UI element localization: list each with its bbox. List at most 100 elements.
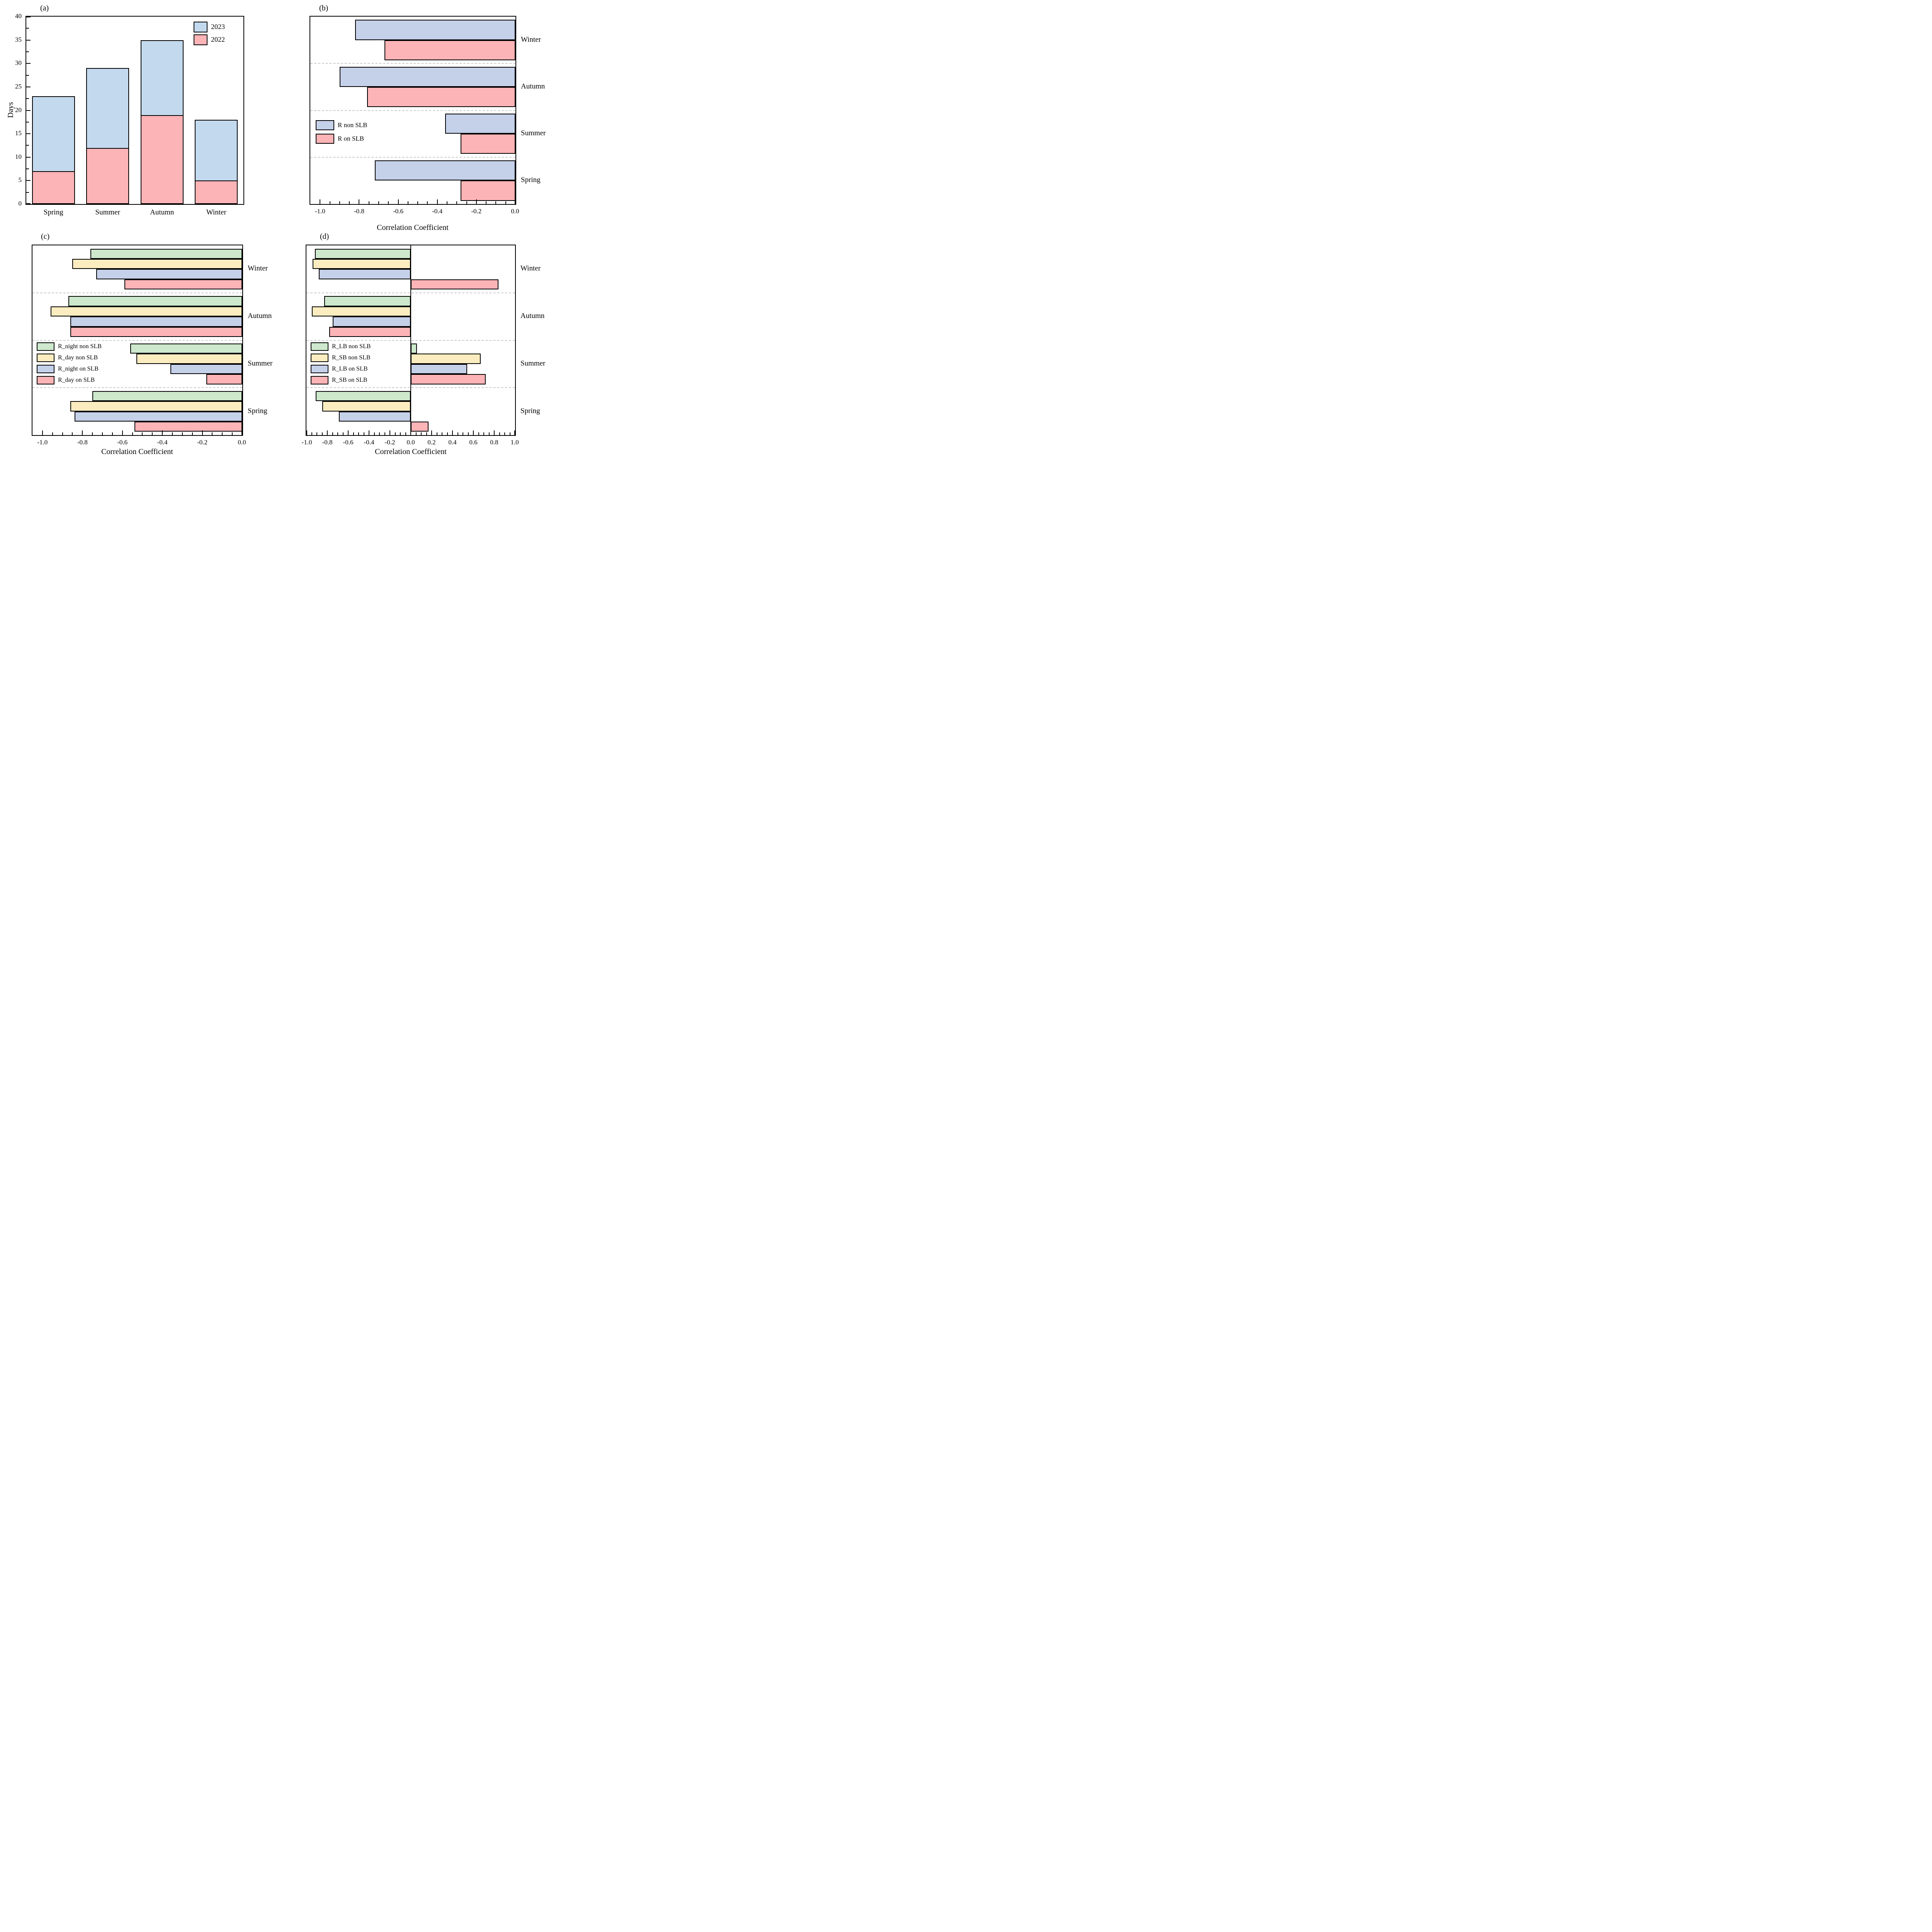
x-minor-tick <box>92 432 93 435</box>
x-major-tick <box>514 430 515 435</box>
group-separator <box>32 387 242 388</box>
y-category-label: Winter <box>520 264 541 273</box>
x-tick-label: 0.2 <box>427 439 436 446</box>
x-axis-title-b: Correlation Coefficient <box>377 223 449 232</box>
x-tick-label: 0.6 <box>469 439 478 446</box>
x-minor-tick <box>102 432 103 435</box>
legend-swatch <box>37 376 54 384</box>
panel-c-plot <box>32 245 243 436</box>
x-tick-label: 0.0 <box>238 439 246 446</box>
bar-r-lb-on-slb-spring <box>338 411 411 422</box>
y-minor-tick <box>26 145 29 146</box>
x-tick-label: -0.8 <box>77 439 88 446</box>
bar-r-day-on-slb-summer <box>206 374 242 384</box>
legend-item: R_day non SLB <box>37 352 102 363</box>
y-category-label: Summer <box>248 359 273 367</box>
x-tick-label: -0.2 <box>384 439 395 446</box>
y-category-label: Summer <box>520 359 546 367</box>
x-tick-label: -0.4 <box>432 207 443 215</box>
x-tick-label: -0.4 <box>364 439 374 446</box>
legend-item: R_night on SLB <box>37 363 102 374</box>
y-tick-label: 35 <box>15 36 22 43</box>
legend-label: 2022 <box>211 36 225 43</box>
x-tick-label: 0.8 <box>490 439 498 446</box>
x-category-label: Autumn <box>150 208 174 216</box>
bar-r-night-on-slb-winter <box>96 269 242 279</box>
bar-r-lb-non-slb-summer <box>411 344 417 354</box>
legend-swatch <box>316 133 334 144</box>
x-minor-tick <box>172 432 173 435</box>
bar-r-lb-on-slb-winter <box>319 269 411 279</box>
y-category-label: Winter <box>248 264 268 273</box>
x-major-tick <box>306 430 307 435</box>
x-tick-label: -1.0 <box>301 439 312 446</box>
x-major-tick <box>452 430 453 435</box>
x-category-label: Summer <box>95 208 120 216</box>
bar-r-day-on-slb-autumn <box>70 327 242 337</box>
bar-r-sb-on-slb-summer <box>411 374 486 384</box>
bar-r-night-on-slb-autumn <box>70 316 242 327</box>
y-major-tick <box>26 110 31 111</box>
x-minor-tick <box>152 432 153 435</box>
bar-r-lb-non-slb-autumn <box>324 296 411 306</box>
group-separator <box>310 156 515 158</box>
legend-swatch <box>311 353 328 362</box>
legend-item: 2023 <box>194 20 225 33</box>
y-category-label: Winter <box>521 35 541 44</box>
x-major-tick <box>431 430 432 435</box>
x-minor-tick <box>468 432 469 435</box>
legend-swatch <box>194 21 207 32</box>
x-minor-tick <box>499 432 500 435</box>
x-tick-label: -0.4 <box>157 439 168 446</box>
x-tick-label: -0.8 <box>322 439 333 446</box>
bar-r-day-non-slb-winter <box>72 259 242 269</box>
group-separator <box>310 110 515 111</box>
x-minor-tick <box>112 432 113 435</box>
legend-item: R_SB on SLB <box>311 374 371 386</box>
x-minor-tick <box>447 432 448 435</box>
panel-b-letter: (b) <box>319 4 328 12</box>
y-major-tick <box>26 133 31 134</box>
x-major-tick <box>398 199 399 204</box>
x-minor-tick <box>388 201 389 204</box>
x-minor-tick <box>192 432 193 435</box>
bar-r-non-slb-winter <box>355 20 515 40</box>
x-minor-tick <box>483 432 484 435</box>
legend-item: R_SB non SLB <box>311 352 371 363</box>
bar-r-night-non-slb-winter <box>90 248 242 259</box>
x-minor-tick <box>132 432 133 435</box>
x-minor-tick <box>457 432 458 435</box>
x-minor-tick <box>316 432 317 435</box>
x-minor-tick <box>358 432 359 435</box>
y-category-label: Spring <box>521 176 541 184</box>
bar-r-day-non-slb-summer <box>136 354 242 364</box>
x-minor-tick <box>405 432 406 435</box>
zero-line <box>410 245 411 435</box>
legend-item: R_LB on SLB <box>311 363 371 374</box>
x-minor-tick <box>332 432 333 435</box>
x-major-tick <box>327 430 328 435</box>
bar-r-day-on-slb-winter <box>124 279 242 290</box>
x-minor-tick <box>466 201 467 204</box>
group-separator <box>32 340 242 341</box>
x-axis-title-c: Correlation Coefficient <box>101 447 173 456</box>
legend-label: R_LB on SLB <box>332 365 368 372</box>
y-category-label: Autumn <box>520 312 545 320</box>
group-separator <box>310 63 515 64</box>
legend-label: 2023 <box>211 23 225 31</box>
bar-r-sb-on-slb-winter <box>411 279 498 290</box>
bar-r-sb-non-slb-winter <box>313 259 411 269</box>
bar-r-day-non-slb-autumn <box>50 306 242 317</box>
x-minor-tick <box>62 432 63 435</box>
x-minor-tick <box>374 432 375 435</box>
y-minor-tick <box>26 28 29 29</box>
x-minor-tick <box>182 432 183 435</box>
x-minor-tick <box>415 432 417 435</box>
legend-panel-a: 2023 2022 <box>194 20 225 46</box>
x-major-tick <box>82 430 83 435</box>
x-minor-tick <box>349 201 350 204</box>
y-major-tick <box>26 180 31 181</box>
legend-item: R_LB non SLB <box>311 341 371 352</box>
x-minor-tick <box>478 432 479 435</box>
y-tick-label: 5 <box>18 176 22 184</box>
